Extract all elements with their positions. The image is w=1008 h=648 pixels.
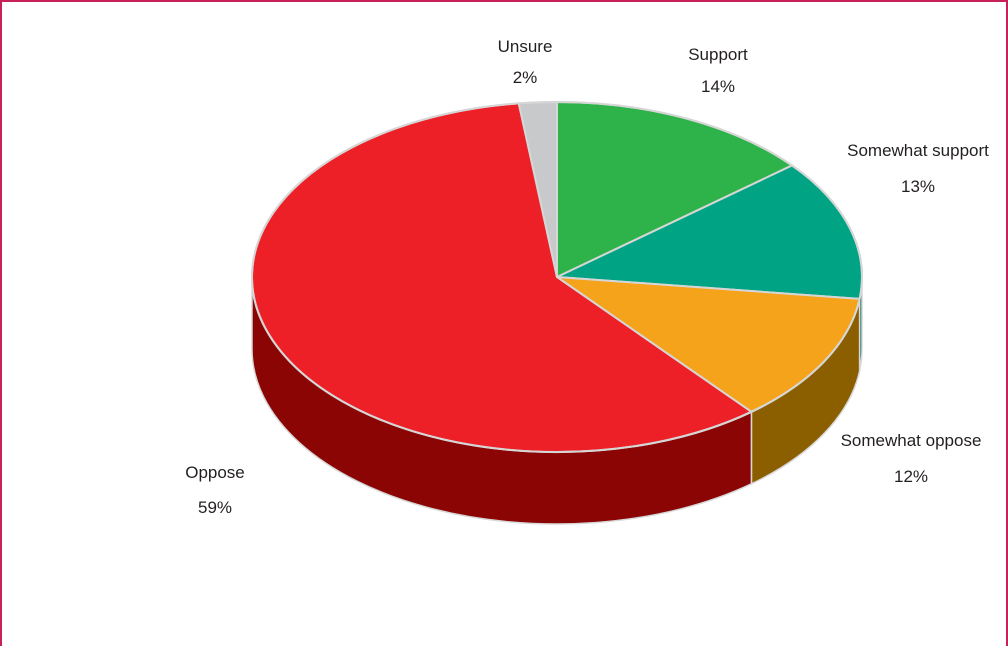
pie-top-faces [251, 101, 863, 453]
label-somewhat-oppose: Somewhat oppose [841, 431, 982, 450]
value-somewhat-oppose: 12% [894, 467, 928, 486]
value-somewhat-support: 13% [901, 177, 935, 196]
value-oppose: 59% [198, 498, 232, 517]
value-unsure: 2% [513, 68, 538, 87]
pie-labels: Support 14% Somewhat support 13% Somewhat op… [185, 37, 989, 517]
label-support: Support [688, 45, 748, 64]
label-unsure: Unsure [498, 37, 553, 56]
label-somewhat-support: Somewhat support [847, 141, 989, 160]
pie-rim [251, 101, 863, 453]
label-oppose: Oppose [185, 463, 245, 482]
value-support: 14% [701, 77, 735, 96]
